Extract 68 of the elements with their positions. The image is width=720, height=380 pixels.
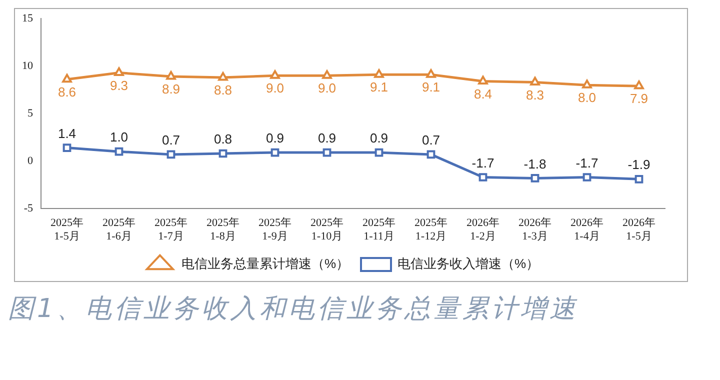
data-label: 0.7 [422, 132, 440, 148]
data-label: 8.3 [526, 87, 544, 102]
data-label: 9.3 [110, 78, 128, 93]
data-label: 8.6 [58, 84, 76, 100]
x-tick-label: 2026年 1-3月 [518, 217, 552, 242]
point [634, 174, 644, 184]
y-tick-label: -5 [24, 202, 34, 214]
data-label: 1.0 [110, 130, 128, 145]
data-label: 8.8 [214, 82, 232, 98]
point [426, 69, 436, 78]
x-tick-label: 2026年 1-2月 [466, 217, 500, 242]
legend-label: 电信业务总量累计增速（%） [181, 256, 350, 272]
data-label: 9.0 [266, 80, 284, 96]
x-tick-label: 2026年 1-5月 [622, 217, 656, 242]
data-label: 7.9 [630, 91, 648, 106]
point [530, 76, 540, 86]
point [634, 80, 644, 90]
point [582, 173, 592, 182]
point [218, 72, 228, 81]
data-label: 8.0 [578, 90, 596, 106]
point [322, 148, 332, 157]
y-tick-label: 10 [22, 60, 34, 72]
data-label: 0.9 [318, 130, 336, 146]
x-tick-label: 2025年 1-12月 [414, 217, 448, 242]
data-label: 0.7 [162, 132, 180, 148]
point [270, 70, 280, 79]
point [530, 174, 540, 182]
data-label: -1.8 [524, 156, 546, 172]
data-label: 0.8 [214, 132, 232, 147]
data-label: 0.9 [370, 130, 388, 146]
point [374, 148, 384, 157]
point [582, 80, 592, 88]
data-label: -1.7 [576, 155, 598, 170]
data-label: 8.9 [162, 82, 180, 97]
data-label: -1.7 [472, 155, 494, 170]
data-label: 9.0 [318, 80, 336, 96]
point [62, 74, 72, 83]
text: 图1、电信业务收入和电信业务总量累计增速 [8, 293, 580, 326]
point [218, 149, 228, 158]
point [114, 67, 124, 76]
point [322, 70, 332, 79]
point [478, 173, 488, 182]
x-tick-label: 2025年 1-5月 [50, 217, 84, 242]
data-label: 9.1 [370, 80, 388, 95]
point [374, 69, 384, 78]
x-tick-label: 2025年 1-6月 [102, 217, 136, 242]
data-label: 9.1 [422, 80, 440, 95]
point [166, 150, 176, 159]
y-tick-label: 5 [28, 107, 34, 120]
data-label: 0.9 [266, 130, 284, 146]
point [478, 76, 488, 85]
point [114, 147, 124, 156]
data-label: -1.9 [628, 157, 650, 172]
point [270, 148, 280, 157]
x-tick-label: 2025年 1-9月 [258, 217, 292, 242]
point [62, 144, 72, 152]
point [166, 71, 176, 80]
x-tick-label: 2025年 1-7月 [154, 217, 188, 242]
y-tick-label: 15 [22, 12, 34, 24]
x-tick-label: 2025年 1-10月 [310, 217, 344, 242]
data-label: 8.4 [474, 86, 492, 102]
data-label: 1.4 [58, 126, 76, 141]
y-tick-label: 0 [28, 154, 34, 167]
point [426, 150, 436, 159]
x-tick-label: 2025年 1-8月 [206, 217, 240, 242]
legend-label: 电信业务收入增速（%） [398, 256, 540, 272]
x-tick-label: 2025年 1-11月 [362, 217, 396, 242]
x-tick-label: 2026年 1-4月 [570, 217, 604, 242]
